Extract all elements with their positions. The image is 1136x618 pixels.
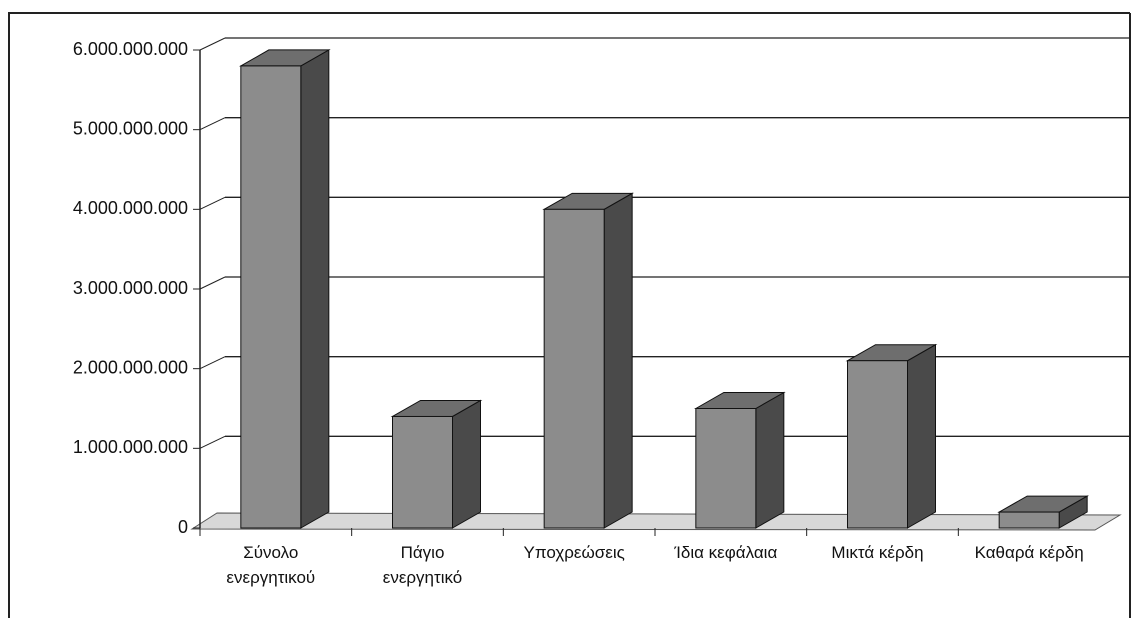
x-tick-label: Σύνολο ενεργητικού — [226, 543, 316, 587]
bar-side — [452, 399, 481, 529]
bar — [543, 208, 605, 529]
x-tick-label: Υποχρεώσεις — [523, 543, 625, 562]
y-tick-label: 1.000.000.000 — [73, 437, 188, 457]
grid-line — [199, 435, 226, 449]
grid-line — [199, 276, 226, 290]
bar — [240, 65, 302, 529]
grid-line — [199, 37, 226, 51]
x-tick-label: Πάγιο ενεργητικό — [382, 543, 463, 587]
y-tick-label: 6.000.000.000 — [73, 39, 188, 59]
y-tick-label: 5.000.000.000 — [73, 118, 188, 138]
x-tick-label: Καθαρά κέρδη — [974, 543, 1084, 562]
bar-side — [755, 391, 785, 529]
bar — [392, 415, 453, 529]
grid-line — [199, 117, 226, 131]
bar-side — [907, 343, 936, 529]
y-tick-label: 3.000.000.000 — [73, 278, 188, 298]
bar-side — [603, 192, 633, 529]
floor — [190, 512, 1122, 531]
x-tick-label: Μικτά κέρδη — [831, 543, 924, 562]
y-tick-label: 2.000.000.000 — [73, 357, 188, 377]
bar — [998, 511, 1060, 529]
bar — [847, 360, 908, 529]
bar-side — [300, 49, 330, 529]
x-tick-label: Ίδια κεφάλαια — [674, 543, 778, 562]
grid-line — [199, 196, 226, 210]
bar — [695, 408, 757, 529]
y-tick-label: 0 — [178, 517, 188, 537]
grid-line — [199, 356, 226, 370]
y-tick-label: 4.000.000.000 — [73, 198, 188, 218]
